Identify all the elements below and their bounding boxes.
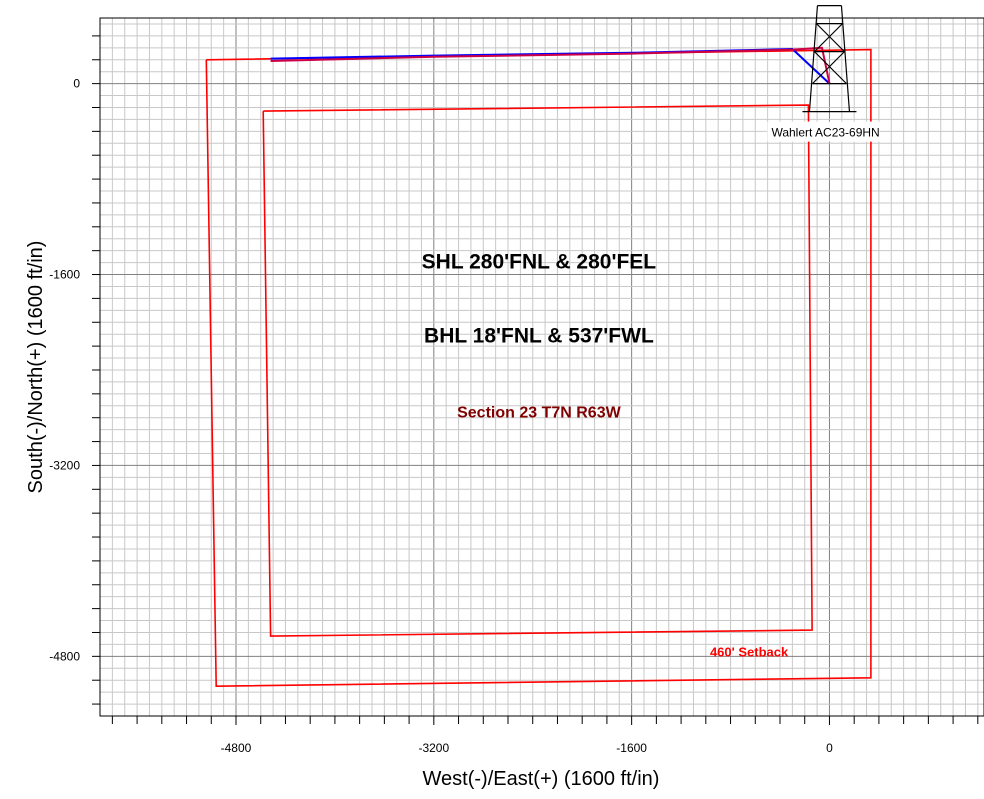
- bhl-annotation: BHL 18'FNL & 537'FWL: [424, 325, 654, 348]
- actual-wellbore-path: [270, 46, 831, 84]
- setback-boundary: [262, 104, 813, 637]
- section-boundary: [205, 48, 872, 688]
- y-tick-labels: 0 -1600 -3200 -4800: [49, 77, 80, 664]
- derrick-icon: [802, 5, 857, 113]
- y-tick-label: -4800: [49, 649, 80, 663]
- grid: [99, 18, 984, 717]
- y-tick-label: -1600: [49, 268, 80, 282]
- shl-annotation: SHL 280'FNL & 280'FEL: [422, 251, 657, 274]
- y-tick-label: 0: [73, 77, 80, 91]
- x-axis-label: West(-)/East(+) (1600 ft/in): [423, 768, 660, 790]
- well-name-label: Wahlert AC23-69HN: [771, 126, 879, 140]
- well-label-background: [767, 121, 880, 142]
- x-tick-label: -3200: [418, 741, 449, 755]
- setback-annotation: 460' Setback: [710, 644, 789, 659]
- plot-frame: [99, 17, 984, 717]
- x-tick-label: -4800: [221, 741, 252, 755]
- section-annotation: Section 23 T7N R63W: [457, 405, 622, 422]
- x-tick-labels: -4800 -3200 -1600 0: [221, 741, 833, 755]
- x-tick-label: -1600: [616, 741, 647, 755]
- x-tick-label: 0: [826, 741, 833, 755]
- y-tick-label: -3200: [49, 458, 80, 472]
- y-axis-label: South(-)/North(+) (1600 ft/in): [25, 241, 47, 494]
- axis-ticks: [92, 35, 979, 725]
